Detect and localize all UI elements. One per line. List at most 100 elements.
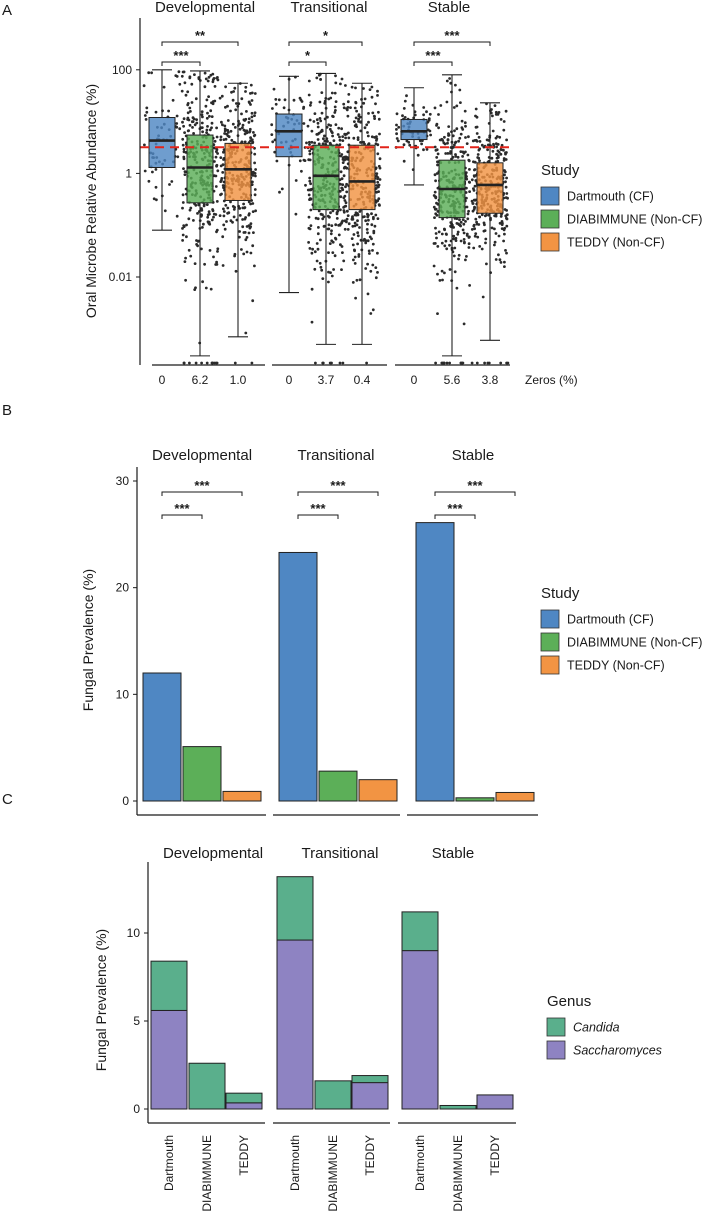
jitter-point	[445, 79, 449, 83]
jitter-point	[452, 106, 456, 109]
jitter-point	[351, 217, 355, 221]
jitter-point	[472, 198, 476, 202]
jitter-point	[220, 94, 224, 98]
jitter-point	[190, 82, 194, 86]
jitter-point	[429, 133, 432, 137]
jitter-point	[254, 174, 257, 178]
jitter-point	[167, 109, 171, 113]
jitter-point	[432, 264, 436, 268]
significance-stars: ***	[330, 478, 346, 493]
jitter-point	[463, 240, 466, 244]
jitter-point	[464, 220, 467, 223]
jitter-point	[499, 152, 503, 156]
jitter-point	[435, 201, 438, 205]
jitter-point	[497, 150, 501, 154]
jitter-point	[313, 250, 317, 254]
jitter-point	[370, 135, 374, 139]
jitter-point	[243, 132, 247, 136]
jitter-point	[245, 110, 248, 113]
jitter-point	[473, 184, 477, 188]
jitter-point	[195, 121, 199, 125]
jitter-point	[274, 102, 278, 106]
jitter-point	[327, 227, 331, 231]
jitter-point	[220, 120, 223, 124]
legend-title: Study	[541, 162, 580, 179]
jitter-point	[502, 148, 505, 152]
jitter-point	[499, 261, 503, 264]
c-bar-stable-teddy-saccharomyces	[476, 1094, 514, 1110]
box	[476, 162, 504, 214]
jitter-point	[183, 131, 187, 135]
jitter-point	[294, 212, 298, 216]
jitter-point	[343, 199, 347, 202]
jitter-point	[231, 98, 235, 102]
jitter-point	[436, 272, 439, 276]
jitter-point	[372, 217, 375, 221]
a-bracket-transitional-1: *	[288, 28, 363, 46]
c-x-tick-label-teddy: TEDDY	[488, 1135, 502, 1176]
jitter-point	[319, 119, 323, 123]
jitter-point	[182, 117, 186, 121]
jitter-point	[465, 205, 469, 209]
jitter-point	[308, 176, 312, 180]
jitter-point	[472, 246, 476, 250]
c-bar-developmental-diabimmune-candida	[188, 1062, 226, 1110]
jitter-point	[480, 213, 484, 217]
jitter-point	[362, 87, 365, 90]
jitter-point	[240, 97, 244, 101]
b-facet-title-stable: Stable	[452, 447, 495, 464]
b-bar-developmental-teddy-non-cf	[222, 790, 262, 802]
jitter-point	[344, 201, 348, 205]
jitter-point	[339, 170, 343, 174]
jitter-point	[215, 228, 219, 232]
jitter-point	[206, 215, 210, 219]
jitter-point	[365, 123, 369, 127]
zero-point	[445, 361, 449, 365]
jitter-point	[242, 252, 246, 256]
jitter-point	[250, 91, 254, 95]
jitter-point	[316, 138, 320, 141]
jitter-point	[349, 106, 352, 109]
jitter-point	[187, 217, 191, 221]
zero-point	[448, 361, 451, 365]
jitter-point	[465, 186, 468, 190]
jitter-point	[184, 256, 188, 260]
jitter-point	[467, 135, 470, 139]
zero-point	[486, 361, 490, 365]
jitter-point	[292, 98, 296, 102]
jitter-point	[434, 195, 438, 199]
jitter-point	[462, 222, 466, 226]
jitter-point	[186, 103, 190, 107]
jitter-point	[356, 234, 360, 238]
jitter-point	[351, 224, 355, 228]
jitter-point	[250, 99, 254, 102]
jitter-point	[311, 247, 314, 251]
jitter-point	[476, 153, 480, 156]
jitter-point	[180, 89, 184, 93]
significance-stars: ***	[173, 48, 189, 63]
jitter-point	[347, 93, 351, 96]
jitter-point	[499, 118, 503, 121]
jitter-point	[339, 82, 342, 86]
jitter-point	[247, 231, 251, 235]
jitter-point	[447, 125, 451, 128]
jitter-point	[334, 109, 337, 112]
significance-bracket	[161, 61, 201, 66]
jitter-point	[373, 117, 376, 120]
jitter-point	[344, 84, 347, 87]
c-x-tick-label-dartmouth: Dartmouth	[288, 1135, 302, 1191]
jitter-point	[334, 223, 338, 227]
jitter-point	[449, 81, 453, 85]
jitter-point	[453, 246, 457, 250]
jitter-point	[230, 138, 234, 142]
jitter-point	[446, 141, 449, 145]
jitter-point	[357, 253, 361, 256]
jitter-point	[322, 137, 325, 141]
jitter-point	[316, 247, 320, 251]
c-x-tick-label-diabimmune: DIABIMMUNE	[200, 1135, 214, 1212]
jitter-point	[212, 255, 215, 259]
jitter-point	[328, 242, 332, 246]
jitter-point	[308, 158, 312, 162]
jitter-point	[240, 140, 244, 144]
jitter-point	[247, 121, 251, 124]
